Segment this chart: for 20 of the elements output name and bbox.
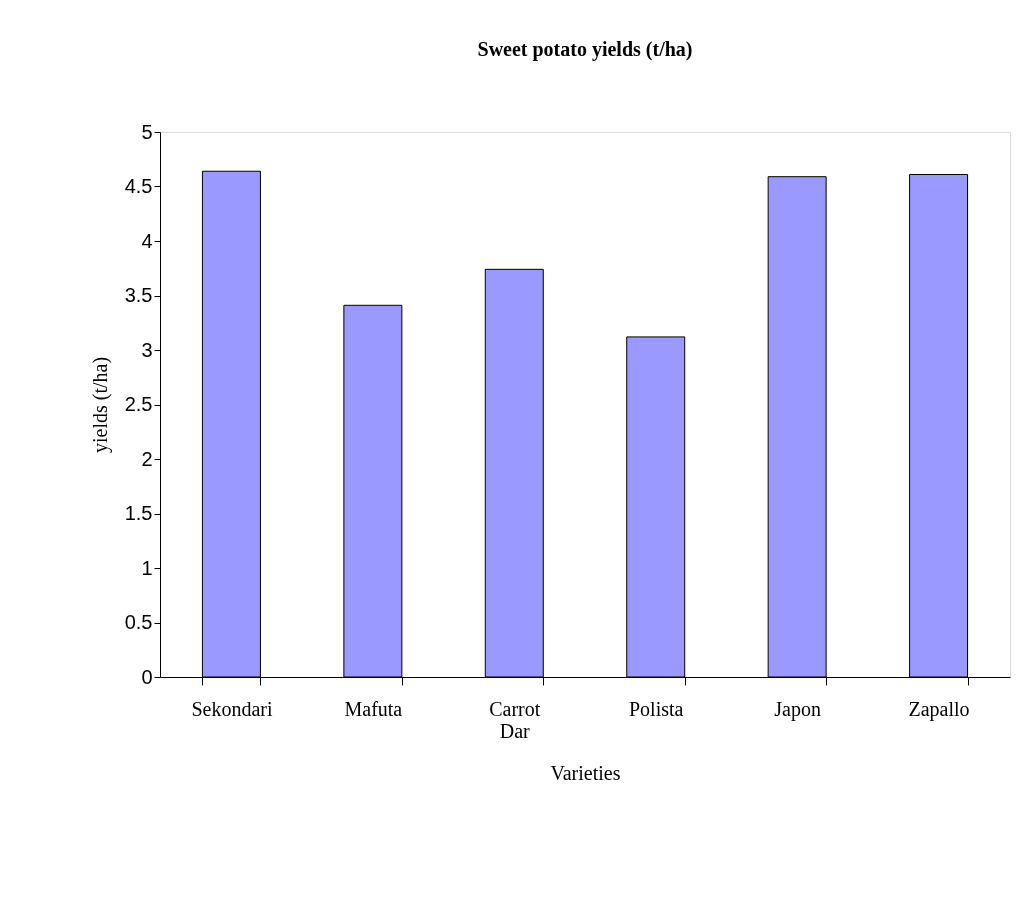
y-tick-label: 1 — [141, 556, 153, 579]
x-tick-label: Japon — [774, 697, 821, 721]
y-tick-label: 0.5 — [124, 611, 153, 633]
y-tick-label: 0 — [141, 665, 153, 688]
y-tick-label: 2.5 — [124, 393, 153, 415]
y-axis-title: yields (t/ha) — [88, 356, 112, 454]
x-tick-label: Carrot Dar — [489, 697, 541, 742]
x-tick-label: Polista — [628, 697, 684, 720]
x-tick-label: Sekondari — [191, 697, 273, 720]
x-tick-label: Mafuta — [344, 697, 403, 720]
chart-title: Sweet potato yields (t/ha) — [477, 38, 693, 61]
y-tick-label: 4 — [141, 229, 153, 252]
y-tick-label: 4.5 — [124, 175, 153, 197]
y-tick-label: 5 — [141, 120, 153, 143]
y-tick-label: 3.5 — [124, 284, 153, 306]
y-tick-label: 2 — [141, 447, 153, 470]
x-axis-title: Varieties — [550, 761, 621, 784]
x-tick-label: Zapallo — [908, 697, 970, 721]
y-tick-label: 3 — [141, 338, 153, 361]
y-tick-label: 1.5 — [124, 502, 153, 524]
